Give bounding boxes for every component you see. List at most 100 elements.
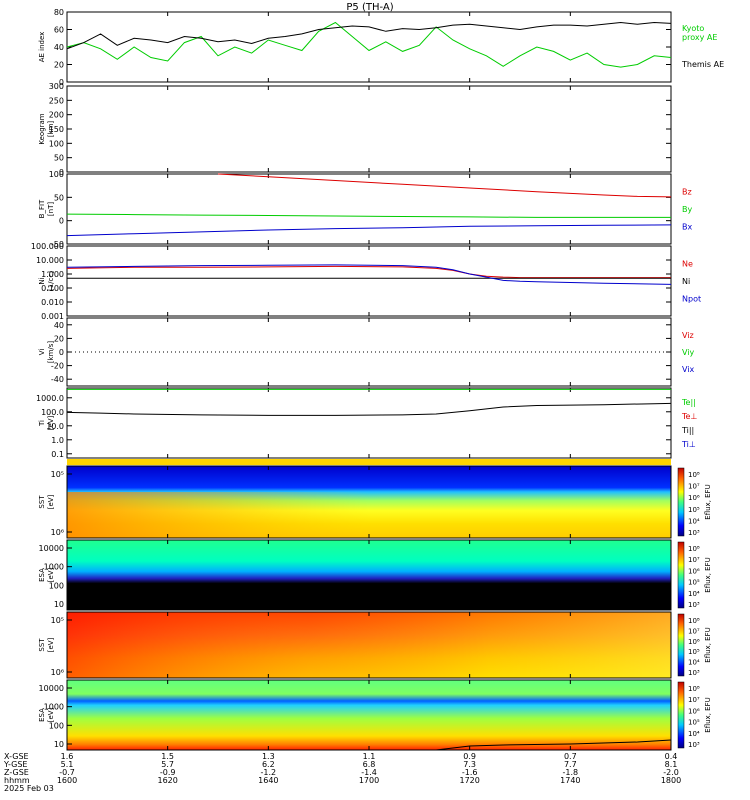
y-axis-label: SST [38,638,46,652]
colorbar [677,541,685,609]
legend-entry: Bx [682,223,692,232]
y-tick-label: 100 [49,139,64,148]
x-tick-label: 1.3 [262,752,275,761]
y-tick-label: 1.0 [51,436,64,445]
legend-entry: Viy [682,348,695,357]
y-tick-label: 150 [49,125,64,134]
y-axis-label: Vi [38,349,46,356]
y-tick-label: 100 [49,581,64,590]
x-tick-label: 5.1 [61,760,74,769]
esa-elec-spectrogram [67,680,671,750]
y-tick-label: 0.1 [51,450,64,459]
chart-title: P5 (TH-A) [346,2,393,13]
colorbar-tick-label: 10⁶ [688,707,700,715]
x-tick-label: 7.7 [564,760,577,769]
y-axis-unit: [nT] [47,202,55,216]
legend-entry: Bz [682,188,692,197]
y-tick-label: 10000 [39,544,64,553]
y-tick-label: 10⁶ [51,528,64,537]
colorbar [677,467,685,537]
bfield-series-line [66,213,671,218]
colorbar-tick-label: 10⁸ [688,617,700,625]
x-row-label: hhmm [4,776,30,785]
colorbar-tick-label: 10⁶ [688,494,700,502]
y-tick-label: 10.0 [46,422,64,431]
y-axis-unit: [1/cc] [47,271,55,291]
y-tick-label: 20 [54,61,64,70]
y-axis-label: ESA [38,568,46,582]
legend-entry: Kyoto [682,24,704,33]
y-axis-unit: [km/s] [47,341,55,364]
bfield-series-line [217,173,672,198]
colorbar-tick-label: 10³ [688,601,700,609]
x-row-label: Z-GSE [4,768,29,777]
x-tick-label: -1.4 [361,768,377,777]
colorbar-tick-label: 10³ [688,529,700,537]
y-tick-label: 80 [54,8,64,17]
bfield-series-line [66,224,672,237]
x-tick-label: 1740 [560,776,580,785]
sst-ion-spectrogram-overlay [67,492,671,538]
x-tick-label: -1.6 [462,768,478,777]
y-tick-label: 10000 [39,684,64,693]
y-tick-label: 10 [54,740,64,749]
colorbar-tick-label: 10⁵ [688,648,700,656]
colorbar [677,681,685,749]
x-tick-label: -0.9 [160,768,176,777]
y-tick-label: 0 [59,168,64,177]
y-axis-label: SST [38,495,46,509]
sst-elec-spectrogram-overlay [67,612,671,678]
y-tick-label: 100 [49,170,64,179]
x-tick-label: 6.8 [363,760,376,769]
x-tick-label: 1.5 [161,752,174,761]
x-row-label: 2025 Feb 03 [4,784,54,793]
legend-entry: Ni [682,277,690,286]
x-tick-label: 1700 [359,776,379,785]
y-tick-label: 20 [54,334,64,343]
y-tick-label: 1000.0 [36,394,64,403]
y-tick-label: -40 [51,375,64,384]
temperature-series-line [66,402,672,416]
density-panel-frame [66,245,672,317]
esa-ion-spectrogram [67,540,671,610]
colorbar-tick-label: 10⁴ [688,590,700,598]
colorbar-tick-label: 10³ [688,741,700,749]
y-tick-label: -20 [51,362,64,371]
y-tick-label: 10⁵ [51,470,64,479]
y-tick-label: 50 [54,154,64,163]
colorbar-tick-label: 10⁷ [688,696,700,704]
y-tick-label: 0 [59,217,64,226]
density-series-line [66,265,671,279]
y-axis-unit: [eV] [47,494,55,509]
legend-entry: proxy AE [682,33,717,42]
colorbar-label: Eflux, EFU [704,627,712,662]
y-tick-label: 100.0 [41,408,64,417]
density-series-line [66,264,672,285]
y-tick-label: 0.010 [41,298,64,307]
colorbar-tick-label: 10⁶ [688,567,700,575]
y-tick-label: 40 [54,43,64,52]
y-axis-unit: [eV] [47,707,55,722]
y-axis-label: Ti [38,420,46,427]
y-tick-label: 10⁶ [51,668,64,677]
legend-entry: Viz [682,331,694,340]
x-tick-label: -1.8 [563,768,579,777]
x-tick-label: 1620 [157,776,177,785]
x-tick-label: 5.7 [161,760,174,769]
legend-entry: Ti⊥ [681,440,696,449]
y-axis-label: B_FIT [38,199,46,218]
y-tick-label: 1000 [44,563,64,572]
y-tick-label: 100.000 [31,242,64,251]
colorbar-tick-label: 10⁵ [688,579,700,587]
ae-series-line [66,21,672,50]
y-tick-label: 10 [54,600,64,609]
legend-entry: Vix [682,365,695,374]
x-tick-label: -1.2 [261,768,277,777]
y-tick-label: 100 [49,721,64,730]
y-axis-label: Keogram [38,113,46,144]
legend-entry: By [682,205,692,214]
y-tick-label: 10.000 [36,256,64,265]
x-tick-label: 1800 [661,776,681,785]
y-axis-label: AE index [38,32,46,63]
